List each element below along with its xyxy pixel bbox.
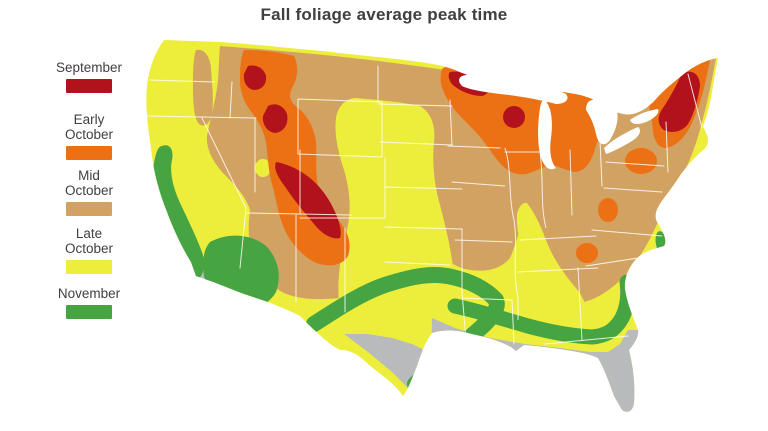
region-early-october-adirondacks (625, 148, 657, 174)
lake-ontario (630, 109, 659, 125)
great-lakes (459, 73, 659, 170)
lake-erie (604, 127, 640, 154)
region-september-glacier (243, 65, 267, 90)
region-early-october-west-virginia (598, 198, 618, 222)
region-nodata-south-texas (344, 334, 428, 404)
region-september-new-england (658, 71, 700, 132)
region-november-california (152, 145, 205, 281)
region-early-october-smokies (576, 243, 598, 263)
legend-item-mid-october: Mid October (20, 168, 158, 216)
lake-huron (586, 98, 618, 145)
legend-label: Late October (64, 226, 114, 256)
legend-swatch-september (66, 79, 112, 93)
region-september-idaho (262, 104, 288, 133)
region-late-october-plains (335, 98, 456, 312)
legend-item-september: September (20, 60, 158, 93)
region-september-colorado (275, 162, 341, 239)
state-borders (146, 65, 703, 345)
region-mid-october-cascades (193, 49, 213, 126)
legend-label: September (56, 60, 123, 75)
legend-item-early-october: Early October (20, 112, 158, 160)
legend-label: Early October (64, 112, 114, 142)
legend-swatch-november (66, 305, 112, 319)
region-late-october-kentucky-wedge (516, 202, 587, 318)
region-november-gulf-band (447, 274, 636, 345)
region-late-october-snake-plain (255, 159, 271, 177)
legend-item-november: November (20, 286, 158, 319)
legend-swatch-mid-october (66, 202, 112, 216)
legend-label: Mid October (64, 168, 114, 198)
region-september-wisconsin (503, 106, 525, 128)
page-title: Fall foliage average peak time (260, 5, 508, 24)
lake-michigan (538, 99, 556, 170)
lake-superior (459, 73, 568, 104)
legend-swatch-early-october (66, 146, 112, 160)
legend-item-late-october: Late October (20, 226, 158, 274)
legend-label: November (57, 286, 121, 301)
legend-swatch-late-october (66, 260, 112, 274)
